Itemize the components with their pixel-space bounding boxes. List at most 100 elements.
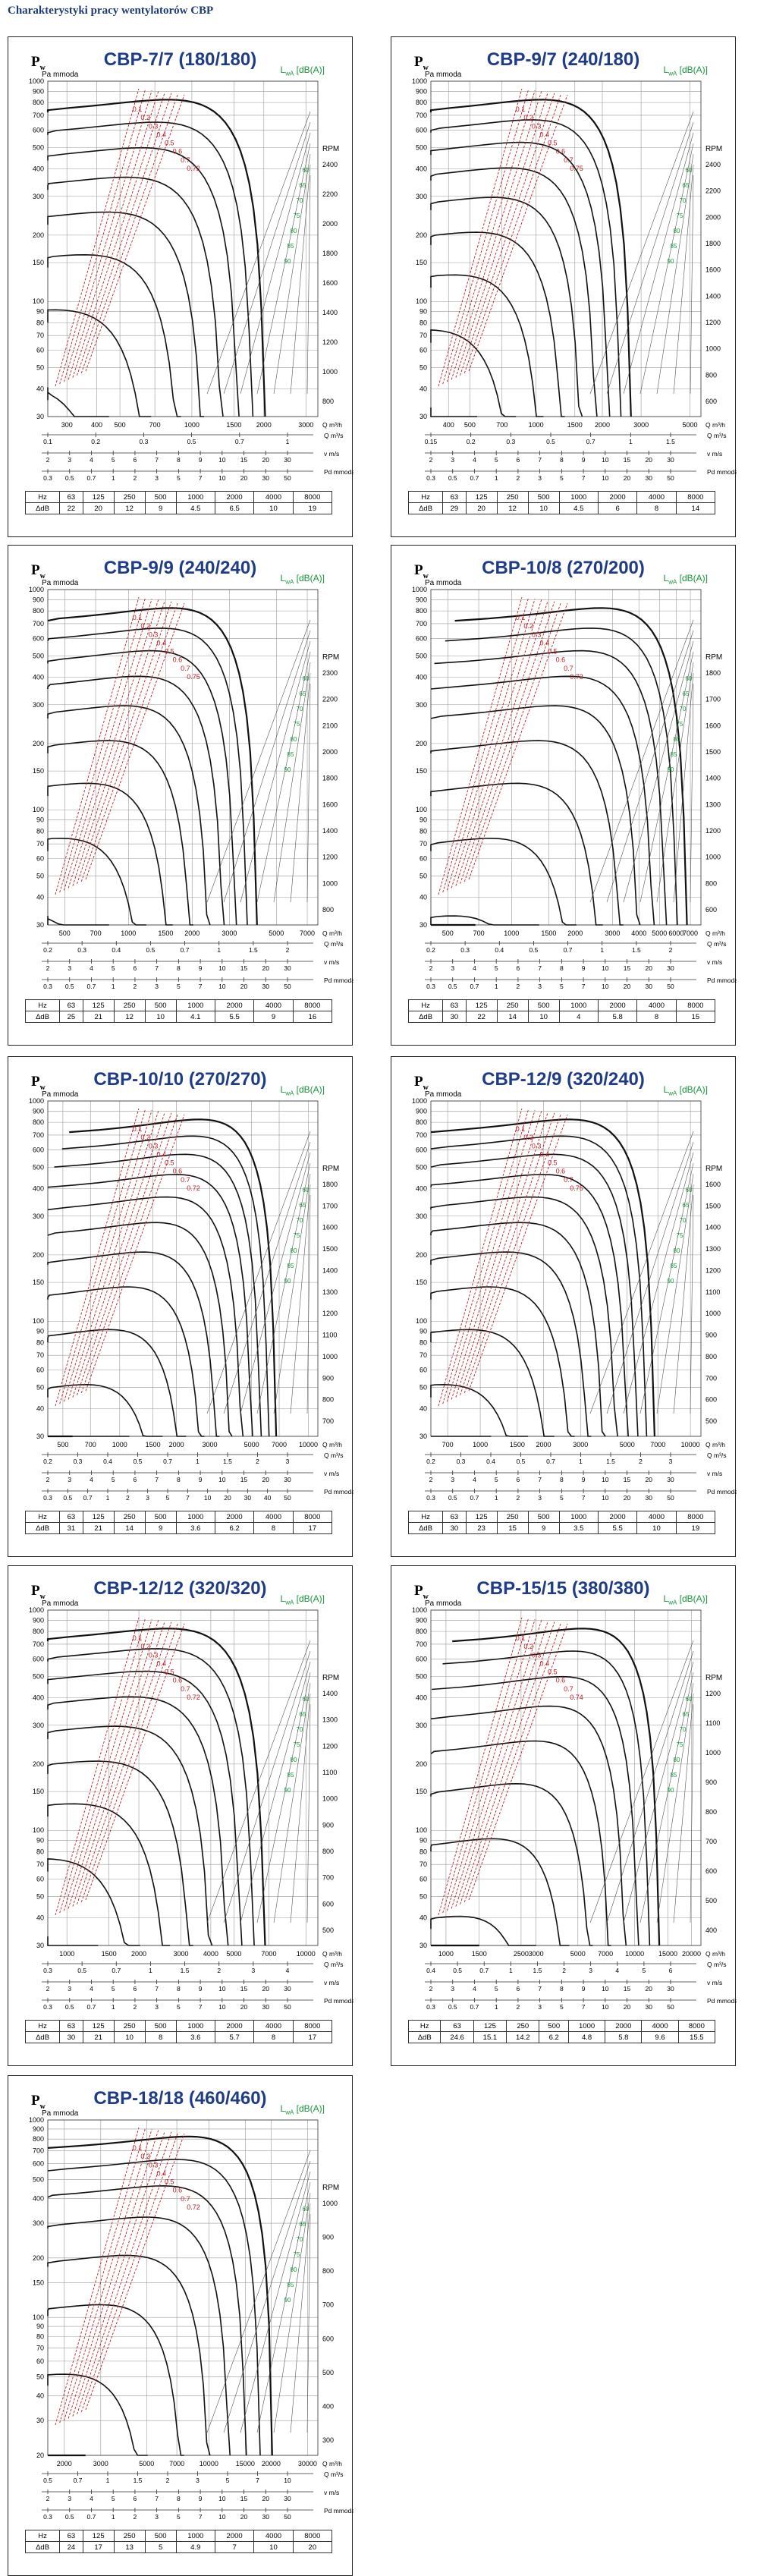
rpm-tick-label: 600: [322, 1900, 334, 1908]
y-tick-label: 500: [416, 652, 427, 659]
noise-label: 85: [288, 1772, 294, 1779]
efficiency-label: 0.1: [133, 1125, 143, 1133]
efficiency-line: [442, 1618, 529, 1914]
hz-cell: 4000: [253, 999, 294, 1011]
y-tick-label: 90: [36, 1328, 44, 1335]
fan-curve-rpm: [47, 1725, 213, 1946]
hz-cell: 250: [113, 1511, 146, 1523]
q-m3s-tick-label: 1.5: [223, 1458, 232, 1465]
delta-db-cell: 22: [465, 1011, 498, 1023]
hz-cell: 63: [442, 1511, 467, 1523]
hz-cell: 250: [496, 1511, 529, 1523]
efficiency-line: [72, 92, 165, 378]
efficiency-line: [55, 1108, 140, 1407]
noise-label: 60: [686, 1696, 693, 1703]
efficiency-line: [85, 1114, 185, 1392]
rpm-tick-label: 1000: [322, 2200, 338, 2207]
noise-line: [256, 2181, 311, 2433]
y-tick-label: 100: [416, 1317, 427, 1325]
rpm-tick-label: 1400: [322, 1690, 338, 1697]
efficiency-line: [468, 1114, 568, 1392]
noise-label: 85: [671, 243, 677, 250]
velocity-tick-label: 4: [90, 964, 93, 972]
q-m3s-axis-label: Q m³/s: [324, 2471, 344, 2478]
pd-tick-label: 1: [495, 474, 498, 482]
pw-label: Pw: [31, 54, 46, 72]
velocity-axis-label: v m/s: [324, 450, 339, 458]
rpm-tick-label: 900: [322, 1374, 334, 1382]
q-m3s-tick-label: 0.2: [426, 946, 435, 954]
y-tick-label: 60: [419, 855, 427, 863]
q-m3s-tick-label: 3: [251, 1967, 255, 1974]
fan-curve-rpm: [47, 1383, 163, 1437]
pa-mmoda-label: Pa mmoda: [425, 71, 462, 79]
hz-cell: 250: [496, 491, 529, 503]
delta-db-row-label: ΔdB: [407, 1011, 444, 1023]
y-tick-label: 150: [33, 767, 44, 775]
y-tick-label: 80: [419, 827, 427, 835]
efficiency-label: 0.5: [548, 648, 558, 656]
hz-cell: 125: [465, 491, 498, 503]
y-tick-label: 150: [416, 767, 427, 775]
hz-cell: 63: [59, 491, 83, 503]
x-tick-label: 7000: [272, 1441, 287, 1448]
delta-db-cell: 14: [113, 1522, 146, 1534]
y-tick-label: 30: [36, 1942, 44, 1949]
delta-db-cell: 15: [675, 1011, 716, 1023]
velocity-tick-label: 30: [284, 1476, 291, 1483]
y-tick-label: 400: [33, 1694, 44, 1701]
pd-tick-label: 10: [602, 474, 609, 482]
plot-frame: [430, 80, 702, 417]
x-tick-label: 6000: [668, 929, 683, 937]
chart-title: CBP-9/7 (240/180): [486, 49, 640, 70]
x-tick-label: 400: [91, 421, 102, 429]
x-tick-label: 3000: [633, 421, 649, 429]
hz-cell: 8000: [675, 1511, 716, 1523]
pd-tick-label: 10: [218, 474, 226, 482]
rpm-tick-label: 1400: [705, 292, 721, 300]
delta-db-cell: 17: [292, 2031, 333, 2043]
efficiency-label: 0.72: [187, 165, 200, 172]
y-tick-label: 300: [416, 1213, 427, 1220]
noise-line: [240, 2171, 311, 2433]
pa-mmoda-label: Pa mmoda: [42, 1090, 79, 1099]
chart-svg: 2030405060708090100150200300400500600700…: [29, 2116, 354, 2521]
efficiency-label: 0.7: [181, 1176, 190, 1184]
pd-tick-label: 0.5: [63, 1494, 72, 1502]
y-tick-label: 700: [33, 1640, 44, 1648]
q-m3s-tick-label: 2: [166, 2477, 170, 2484]
noise-label: 90: [668, 258, 674, 265]
pd-tick-label: 0.3: [426, 1494, 435, 1502]
efficiency-line: [442, 1109, 529, 1404]
pd-tick-label: 30: [262, 2513, 270, 2521]
rpm-tick-label: 1600: [705, 266, 721, 274]
y-tick-label: 40: [419, 1914, 427, 1922]
rpm-tick-label: 1800: [322, 775, 338, 782]
velocity-tick-label: 10: [218, 1985, 226, 1993]
x-tick-label: 3000: [298, 421, 313, 429]
pd-tick-label: 20: [624, 1494, 631, 1502]
efficiency-line: [59, 1618, 146, 1914]
rpm-tick-label: 1200: [322, 1310, 338, 1317]
rpm-tick-label: 1200: [705, 319, 721, 326]
delta-db-cell: 15.5: [677, 2031, 716, 2043]
pd-tick-label: 50: [284, 1494, 291, 1502]
velocity-tick-label: 6: [134, 456, 137, 464]
fan-curve-rpm: [429, 99, 632, 417]
delta-db-cell: 6.5: [214, 502, 255, 514]
velocity-tick-label: 3: [68, 2495, 71, 2502]
hz-row-label: Hz: [407, 999, 444, 1011]
velocity-tick-label: 6: [134, 1985, 137, 1993]
fan-curve-rpm: [47, 1858, 140, 1946]
q-m3h-axis-label: Q m³/h: [322, 2460, 342, 2467]
noise-label: 75: [294, 212, 300, 219]
pa-mmoda-label: Pa mmoda: [425, 1599, 462, 1608]
pd-tick-label: 50: [667, 2003, 674, 2011]
pd-tick-label: 3: [155, 2003, 159, 2011]
efficiency-line: [85, 602, 185, 880]
hz-cell: 2000: [597, 491, 638, 503]
hz-cell: 500: [144, 2530, 177, 2542]
rpm-tick-label: 2100: [322, 722, 338, 729]
pd-tick-label: 50: [284, 474, 291, 482]
y-tick-label: 40: [419, 385, 427, 393]
